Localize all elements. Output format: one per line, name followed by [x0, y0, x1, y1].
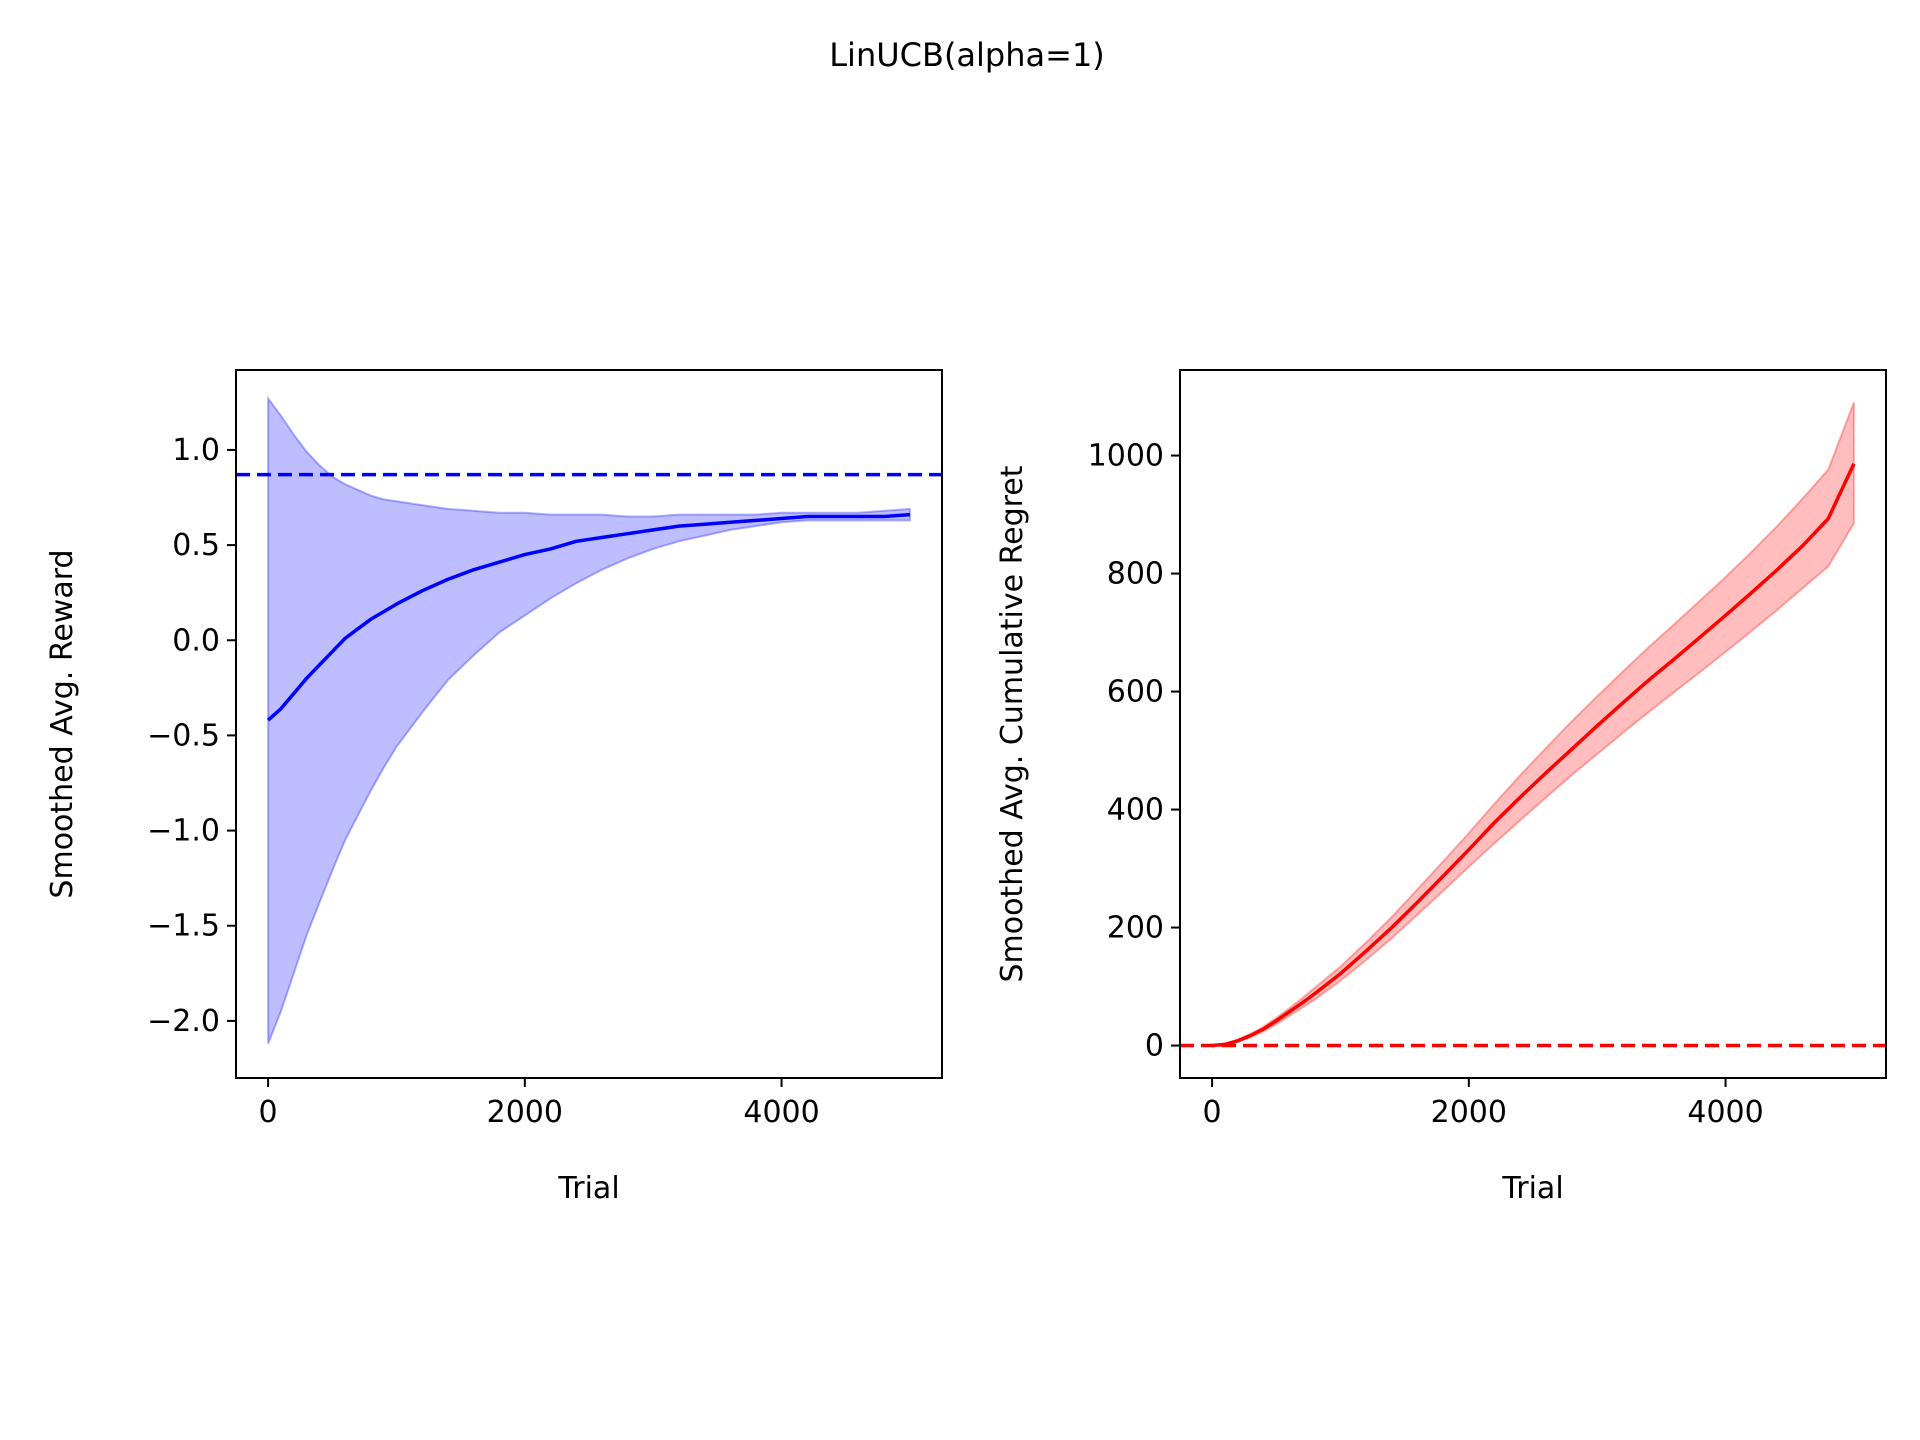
regret-y-tick-label: 600: [1107, 675, 1164, 710]
regret-axes-frame: [1179, 369, 1887, 1079]
regret-x-tick-label: 0: [1203, 1095, 1222, 1130]
reward-x-ticks: 0 2000 4000: [259, 1078, 820, 1130]
reward-confidence-band: [267, 395, 911, 1045]
reward-y-ticks: −2.0 −1.5 −1.0 −0.5 0.0 0.5 1.0: [147, 433, 236, 1039]
reward-x-tick-label: 2000: [487, 1095, 563, 1130]
regret-x-tick-label: 4000: [1687, 1095, 1763, 1130]
reward-y-axis-label: Smoothed Avg. Reward: [45, 549, 80, 898]
regret-y-tick-label: 200: [1107, 911, 1164, 946]
reward-panel: 0 2000 4000 −2.0 −1.5 −1.0 −0.5 0.0 0.5 1.0 Tria…: [45, 369, 943, 1206]
regret-confidence-band: [1211, 402, 1855, 1047]
reward-y-tick-label: 1.0: [172, 433, 220, 468]
regret-x-axis-label: Trial: [1501, 1171, 1563, 1206]
regret-y-tick-label: 1000: [1088, 439, 1164, 474]
regret-y-tick-label: 400: [1107, 793, 1164, 828]
regret-panel: 0 2000 4000 0 200 400 600 800 1000 Trial Smooth…: [995, 369, 1887, 1206]
regret-y-axis-label: Smoothed Avg. Cumulative Regret: [995, 465, 1030, 982]
reward-x-axis-label: Trial: [557, 1171, 619, 1206]
regret-confidence-band-layer: [1211, 402, 1855, 1047]
regret-x-ticks: 0 2000 4000: [1203, 1078, 1764, 1130]
reward-confidence-band-layer: [267, 395, 911, 1045]
regret-x-tick-label: 2000: [1431, 1095, 1507, 1130]
figure-title: LinUCB(alpha=1): [829, 36, 1105, 74]
reward-y-tick-label: 0.0: [172, 623, 220, 658]
reward-mean-line: [266, 512, 911, 722]
reward-y-tick-label: 0.5: [172, 528, 220, 563]
reward-y-tick-label: −2.0: [147, 1004, 220, 1039]
reward-y-tick-label: −1.0: [147, 814, 220, 849]
regret-y-ticks: 0 200 400 600 800 1000: [1088, 439, 1180, 1064]
reward-axes-frame: [235, 369, 943, 1079]
regret-y-tick-label: 0: [1145, 1029, 1164, 1064]
reward-y-tick-label: −0.5: [147, 718, 220, 753]
reward-line-layer: [266, 512, 911, 722]
regret-y-tick-label: 800: [1107, 557, 1164, 592]
reward-y-tick-label: −1.5: [147, 909, 220, 944]
reward-x-tick-label: 4000: [743, 1095, 819, 1130]
regret-line-layer: [1211, 463, 1856, 1048]
reward-x-tick-label: 0: [259, 1095, 278, 1130]
regret-mean-line: [1211, 463, 1856, 1048]
